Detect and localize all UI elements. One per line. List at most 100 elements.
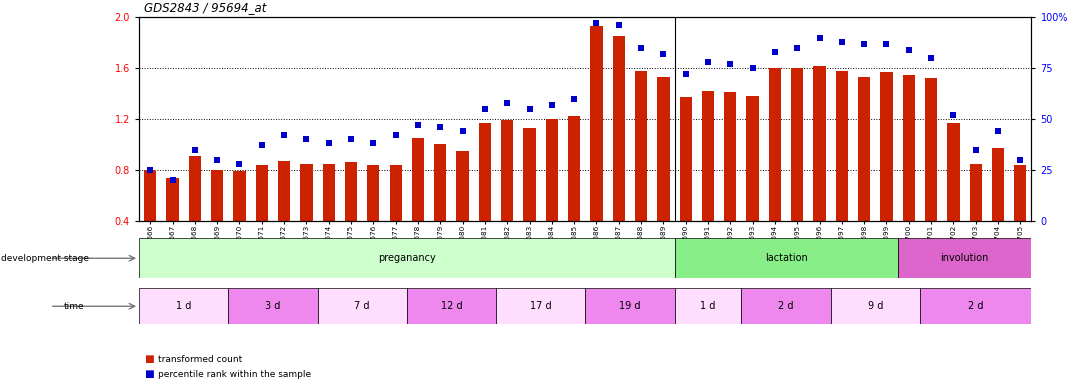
Point: [454, 128, 471, 134]
Point: [499, 100, 516, 106]
Bar: [613, 36, 625, 272]
Point: [744, 65, 761, 71]
Bar: [702, 91, 714, 272]
Point: [700, 59, 717, 65]
Bar: [657, 77, 670, 272]
Point: [945, 112, 962, 118]
Bar: [947, 123, 960, 272]
Point: [342, 136, 360, 142]
Point: [900, 47, 917, 53]
Point: [922, 55, 939, 61]
Bar: [724, 92, 736, 272]
Point: [186, 147, 203, 153]
Bar: [228, 288, 318, 324]
Bar: [188, 156, 201, 272]
Bar: [256, 165, 268, 272]
Point: [387, 132, 404, 138]
Bar: [457, 151, 469, 272]
Bar: [924, 78, 937, 272]
Point: [521, 106, 538, 112]
Point: [655, 51, 672, 57]
Point: [1012, 157, 1029, 163]
Bar: [278, 161, 290, 272]
Point: [677, 71, 694, 77]
Bar: [478, 123, 491, 272]
Point: [722, 61, 739, 67]
Point: [610, 22, 627, 28]
Bar: [674, 238, 898, 278]
Text: 19 d: 19 d: [620, 301, 641, 311]
Point: [990, 128, 1007, 134]
Bar: [407, 288, 496, 324]
Bar: [345, 162, 357, 272]
Point: [877, 41, 895, 47]
Bar: [139, 238, 674, 278]
Bar: [322, 164, 335, 272]
Text: 3 d: 3 d: [265, 301, 280, 311]
Text: development stage: development stage: [1, 254, 89, 263]
Bar: [920, 288, 1031, 324]
Bar: [139, 288, 228, 324]
Bar: [591, 26, 602, 272]
Bar: [791, 68, 804, 272]
Point: [231, 161, 248, 167]
Text: transformed count: transformed count: [158, 354, 243, 364]
Bar: [1014, 165, 1026, 272]
Point: [209, 157, 226, 163]
Bar: [211, 170, 224, 272]
Text: involution: involution: [941, 253, 989, 263]
Text: ■: ■: [144, 354, 154, 364]
Point: [789, 45, 806, 51]
Bar: [167, 177, 179, 272]
Text: ■: ■: [144, 369, 154, 379]
Point: [834, 39, 851, 45]
Point: [365, 141, 382, 147]
Bar: [903, 74, 915, 272]
Point: [320, 141, 337, 147]
Bar: [546, 119, 557, 272]
Point: [410, 122, 427, 128]
Bar: [830, 288, 920, 324]
Point: [164, 177, 181, 183]
Point: [544, 102, 561, 108]
Point: [276, 132, 293, 138]
Text: preganancy: preganancy: [378, 253, 435, 263]
Bar: [898, 238, 1031, 278]
Bar: [674, 288, 742, 324]
Text: 1 d: 1 d: [177, 301, 192, 311]
Bar: [768, 68, 781, 272]
Bar: [501, 120, 514, 272]
Bar: [969, 164, 982, 272]
Bar: [813, 66, 826, 272]
Text: 1 d: 1 d: [700, 301, 716, 311]
Bar: [635, 71, 647, 272]
Bar: [568, 116, 580, 272]
Point: [632, 45, 649, 51]
Text: 12 d: 12 d: [441, 301, 462, 311]
Bar: [747, 96, 759, 272]
Point: [856, 41, 873, 47]
Text: time: time: [64, 302, 85, 311]
Text: GDS2843 / 95694_at: GDS2843 / 95694_at: [144, 1, 266, 14]
Point: [566, 96, 583, 102]
Text: 2 d: 2 d: [968, 301, 983, 311]
Bar: [412, 138, 424, 272]
Bar: [318, 288, 407, 324]
Bar: [144, 170, 156, 272]
Bar: [992, 148, 1004, 272]
Text: 7 d: 7 d: [354, 301, 370, 311]
Bar: [881, 72, 892, 272]
Point: [811, 35, 828, 41]
Bar: [301, 164, 312, 272]
Bar: [585, 288, 674, 324]
Bar: [523, 128, 536, 272]
Point: [476, 106, 493, 112]
Bar: [233, 171, 246, 272]
Point: [967, 147, 984, 153]
Text: lactation: lactation: [765, 253, 808, 263]
Text: 9 d: 9 d: [868, 301, 883, 311]
Bar: [836, 71, 849, 272]
Text: 17 d: 17 d: [530, 301, 551, 311]
Point: [254, 142, 271, 149]
Text: 2 d: 2 d: [778, 301, 794, 311]
